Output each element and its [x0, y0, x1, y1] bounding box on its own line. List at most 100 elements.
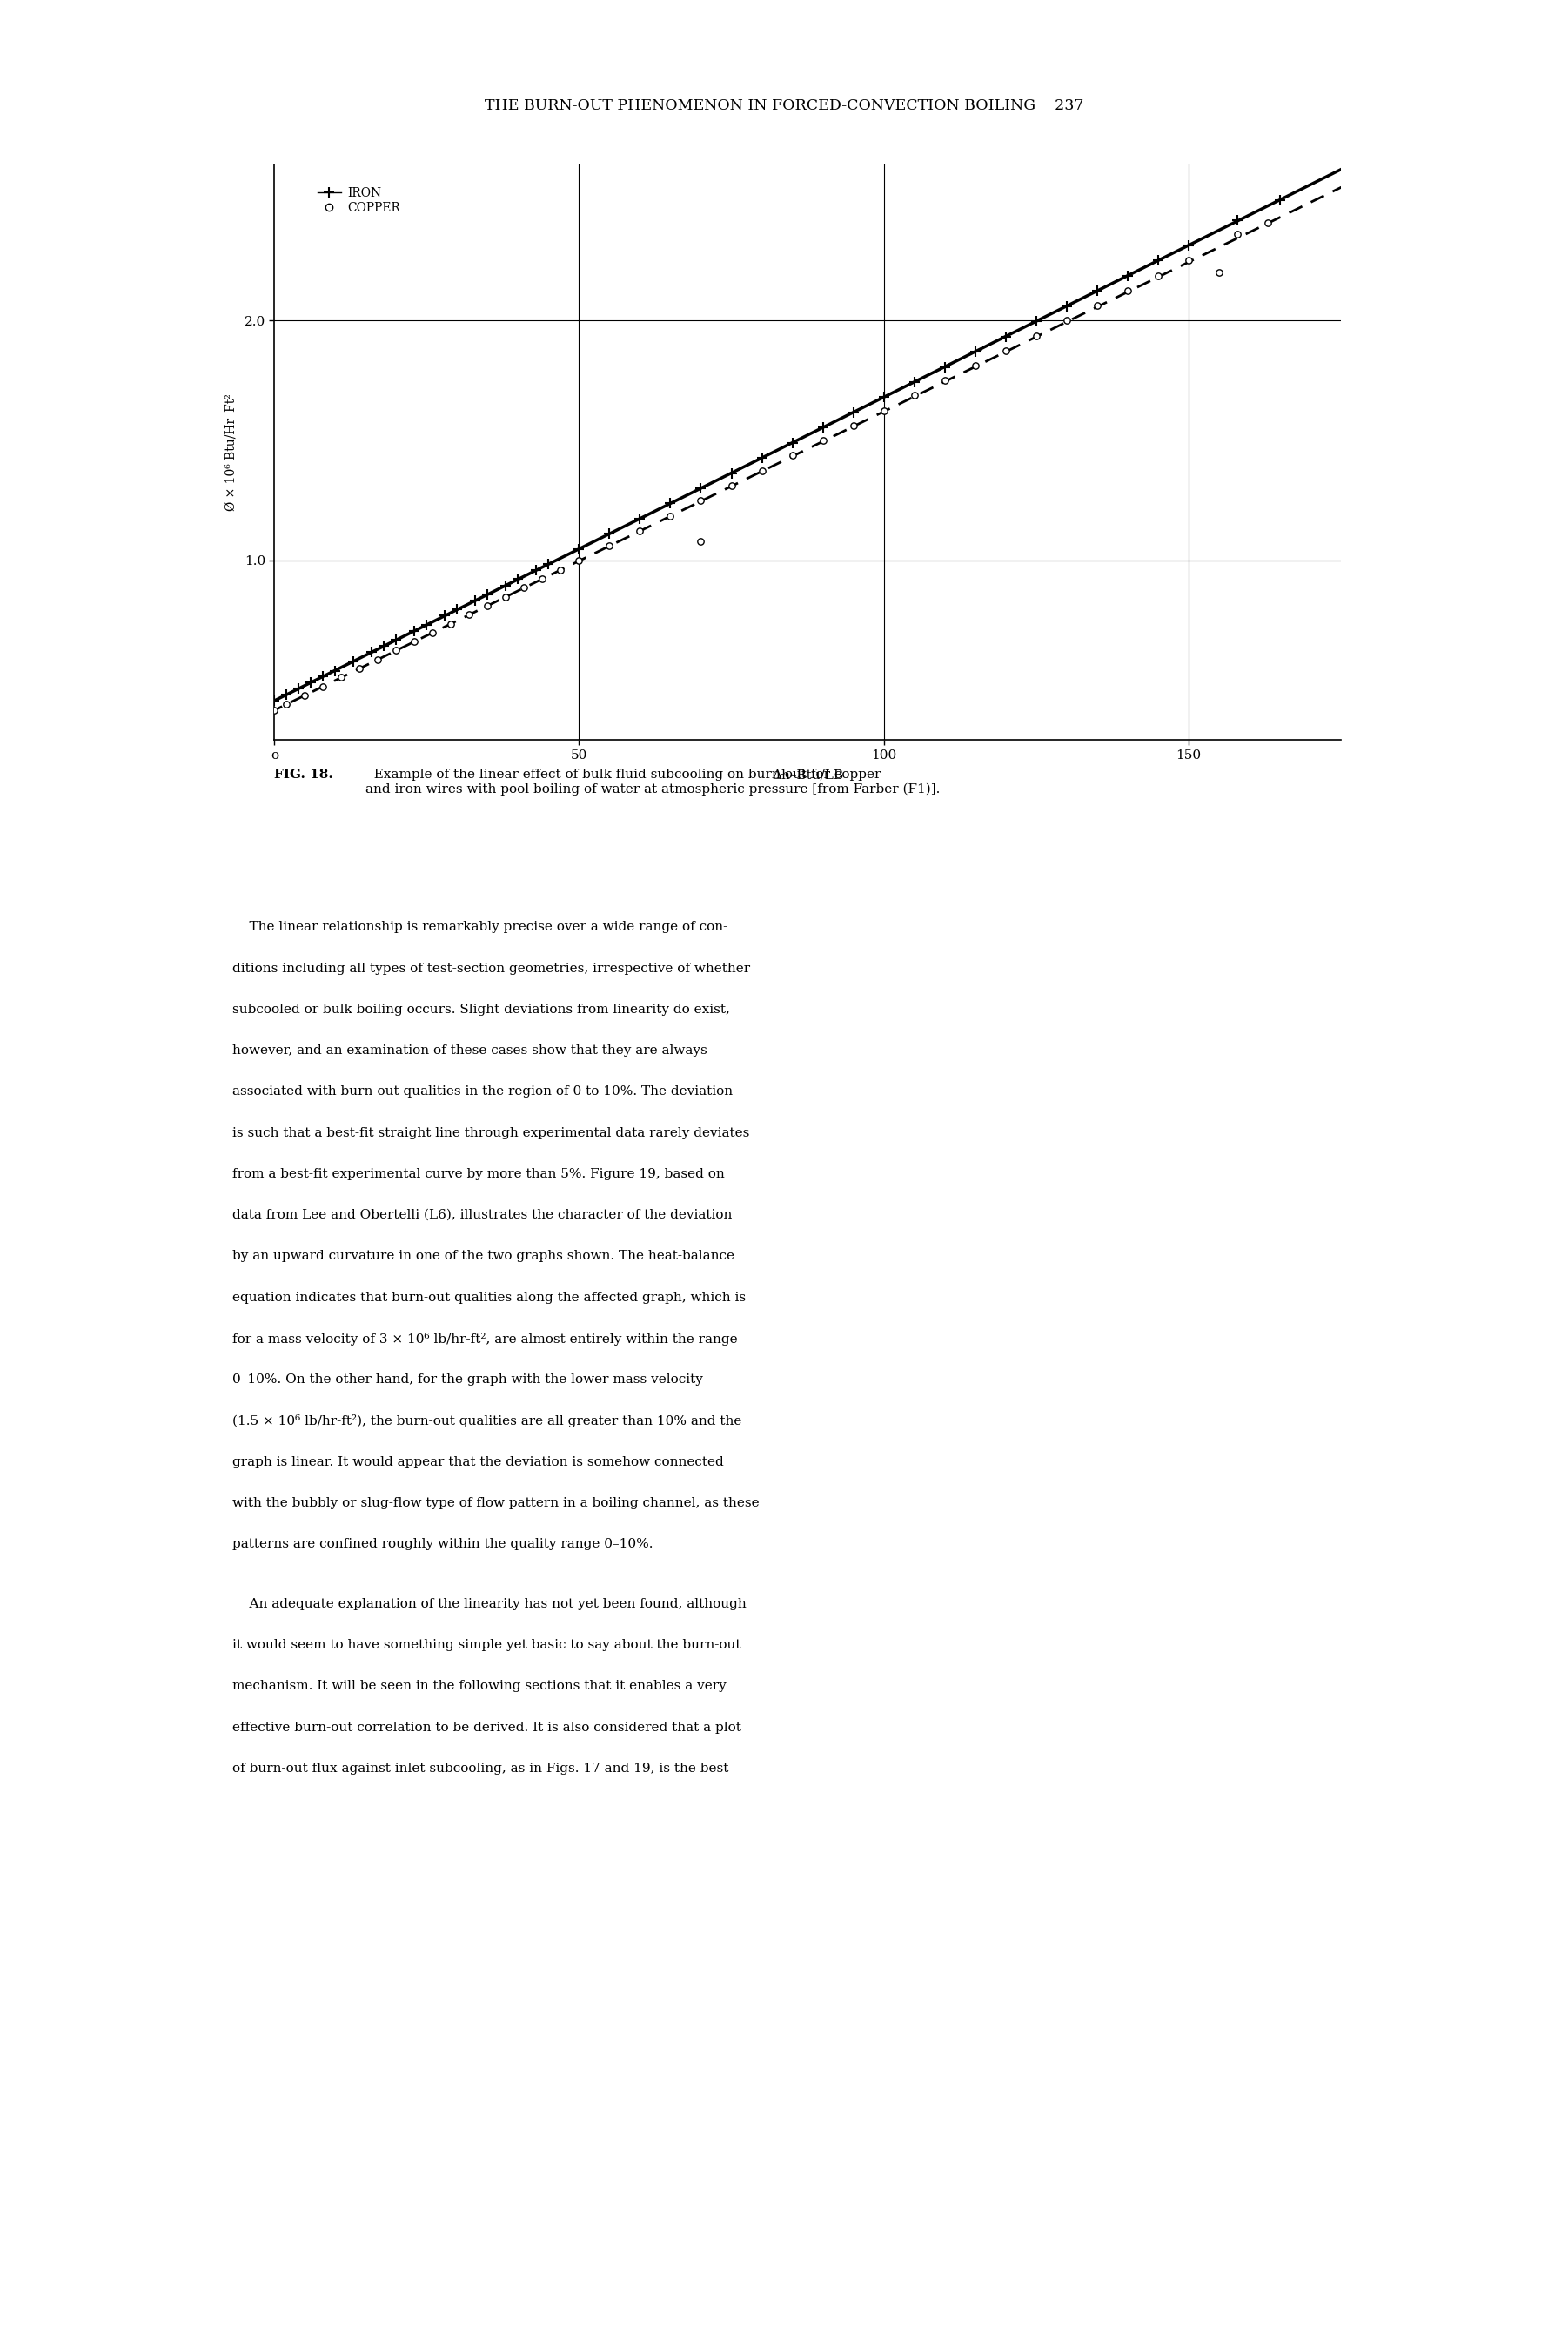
Text: equation indicates that burn-out qualities along the affected graph, which is: equation indicates that burn-out qualiti… [232, 1293, 745, 1304]
Text: associated with burn-out qualities in the region of 0 to 10%. The deviation: associated with burn-out qualities in th… [232, 1086, 732, 1097]
Point [310, 658, 336, 696]
Text: from a best-fit experimental curve by more than 5%. Figure 19, based on: from a best-fit experimental curve by mo… [232, 1168, 724, 1180]
Point [439, 604, 464, 642]
Point [993, 331, 1018, 369]
Point [274, 686, 299, 724]
Point [475, 576, 500, 613]
Point [365, 642, 390, 679]
Point [384, 632, 409, 670]
Text: data from Lee and Obertelli (L6), illustrates the character of the deviation: data from Lee and Obertelli (L6), illust… [232, 1208, 732, 1222]
Point [931, 348, 956, 385]
Point [1225, 202, 1250, 240]
Point [688, 470, 713, 508]
Text: graph is linear. It would appear that the deviation is somehow connected: graph is linear. It would appear that th… [232, 1455, 723, 1469]
Point [549, 552, 574, 590]
Point [1115, 256, 1140, 294]
Point [902, 364, 927, 402]
Point [536, 545, 561, 583]
Text: patterns are confined roughly within the quality range 0–10%.: patterns are confined roughly within the… [232, 1537, 652, 1551]
Point [445, 590, 470, 627]
Point [494, 578, 519, 616]
Point [993, 317, 1018, 355]
Point [323, 651, 348, 689]
Point [963, 348, 988, 385]
Point [1225, 216, 1250, 254]
Point [1054, 301, 1079, 338]
Text: ditions including all types of test-section geometries, irrespective of whether: ditions including all types of test-sect… [232, 961, 750, 975]
Point [1206, 254, 1231, 291]
Point [342, 642, 367, 679]
Point [262, 682, 287, 719]
Point [433, 597, 458, 634]
Text: for a mass velocity of 3 × 10⁶ lb/hr-ft², are almost entirely within the range: for a mass velocity of 3 × 10⁶ lb/hr-ft²… [232, 1332, 737, 1347]
Point [1176, 226, 1201, 263]
Text: is such that a best-fit straight line through experimental data rarely deviates: is such that a best-fit straight line th… [232, 1126, 750, 1140]
Point [1115, 273, 1140, 310]
Point [659, 496, 684, 533]
Point [811, 421, 836, 458]
X-axis label: Δh–Btu/LB: Δh–Btu/LB [771, 768, 844, 780]
Point [627, 512, 652, 550]
Point [840, 395, 866, 432]
Point [1254, 204, 1279, 242]
Point [659, 484, 684, 522]
Text: however, and an examination of these cases show that they are always: however, and an examination of these cas… [232, 1043, 707, 1058]
Text: THE BURN-OUT PHENOMENON IN FORCED-CONVECTION BOILING    237: THE BURN-OUT PHENOMENON IN FORCED-CONVEC… [485, 99, 1083, 113]
Point [384, 620, 409, 658]
Point [329, 658, 354, 696]
Point [1085, 273, 1110, 310]
Point [456, 597, 481, 634]
Point [1145, 256, 1170, 294]
Point [414, 606, 439, 644]
Point [779, 423, 804, 461]
Point [840, 407, 866, 444]
Point [872, 392, 897, 430]
Text: subcooled or bulk boiling occurs. Slight deviations from linearity do exist,: subcooled or bulk boiling occurs. Slight… [232, 1003, 729, 1015]
Point [1054, 287, 1079, 324]
Point [597, 515, 622, 552]
Point [718, 454, 743, 491]
Point [287, 670, 312, 707]
Text: FIG. 18.: FIG. 18. [274, 768, 334, 780]
Point [359, 632, 384, 670]
Text: An adequate explanation of the linearity has not yet been found, although: An adequate explanation of the linearity… [232, 1598, 746, 1610]
Point [1085, 287, 1110, 324]
Point [1145, 242, 1170, 280]
Text: effective burn-out correlation to be derived. It is also considered that a plot: effective burn-out correlation to be der… [232, 1720, 742, 1734]
Point [511, 569, 536, 606]
Point [475, 588, 500, 625]
Point [298, 663, 323, 700]
Point [627, 501, 652, 538]
Point [524, 552, 549, 590]
Point [494, 566, 519, 604]
Point [262, 691, 287, 728]
Text: mechanism. It will be seen in the following sections that it enables a very: mechanism. It will be seen in the follow… [232, 1680, 726, 1692]
Point [1267, 181, 1292, 219]
Point [420, 613, 445, 651]
Point [750, 451, 775, 489]
Point [1176, 242, 1201, 280]
Text: of burn-out flux against inlet subcooling, as in Figs. 17 and 19, is the best: of burn-out flux against inlet subcoolin… [232, 1762, 729, 1774]
Legend: IRON, COPPER: IRON, COPPER [312, 181, 405, 219]
Point [872, 378, 897, 416]
Point [274, 677, 299, 714]
Point [1024, 317, 1049, 355]
Point [401, 623, 426, 660]
Point [779, 437, 804, 475]
Text: with the bubbly or slug-flow type of flow pattern in a boiling channel, as these: with the bubbly or slug-flow type of flo… [232, 1497, 759, 1509]
Text: 0–10%. On the other hand, for the graph with the lower mass velocity: 0–10%. On the other hand, for the graph … [232, 1372, 702, 1386]
Text: (1.5 × 10⁶ lb/hr-ft²), the burn-out qualities are all greater than 10% and the: (1.5 × 10⁶ lb/hr-ft²), the burn-out qual… [232, 1415, 742, 1429]
Point [292, 677, 317, 714]
Point [688, 482, 713, 519]
Point [310, 667, 336, 705]
Point [505, 559, 530, 597]
Text: it would seem to have something simple yet basic to say about the burn-out: it would seem to have something simple y… [232, 1640, 740, 1652]
Y-axis label: Ø × 10⁶ Btu/Hr–Ft²: Ø × 10⁶ Btu/Hr–Ft² [224, 395, 237, 510]
Text: Example of the linear effect of bulk fluid subcooling on burn-out for copper
and: Example of the linear effect of bulk flu… [365, 768, 939, 794]
Point [718, 468, 743, 505]
Point [530, 559, 555, 597]
Text: by an upward curvature in one of the two graphs shown. The heat-balance: by an upward curvature in one of the two… [232, 1250, 734, 1262]
Point [1024, 303, 1049, 341]
Point [902, 376, 927, 414]
Point [566, 531, 591, 569]
